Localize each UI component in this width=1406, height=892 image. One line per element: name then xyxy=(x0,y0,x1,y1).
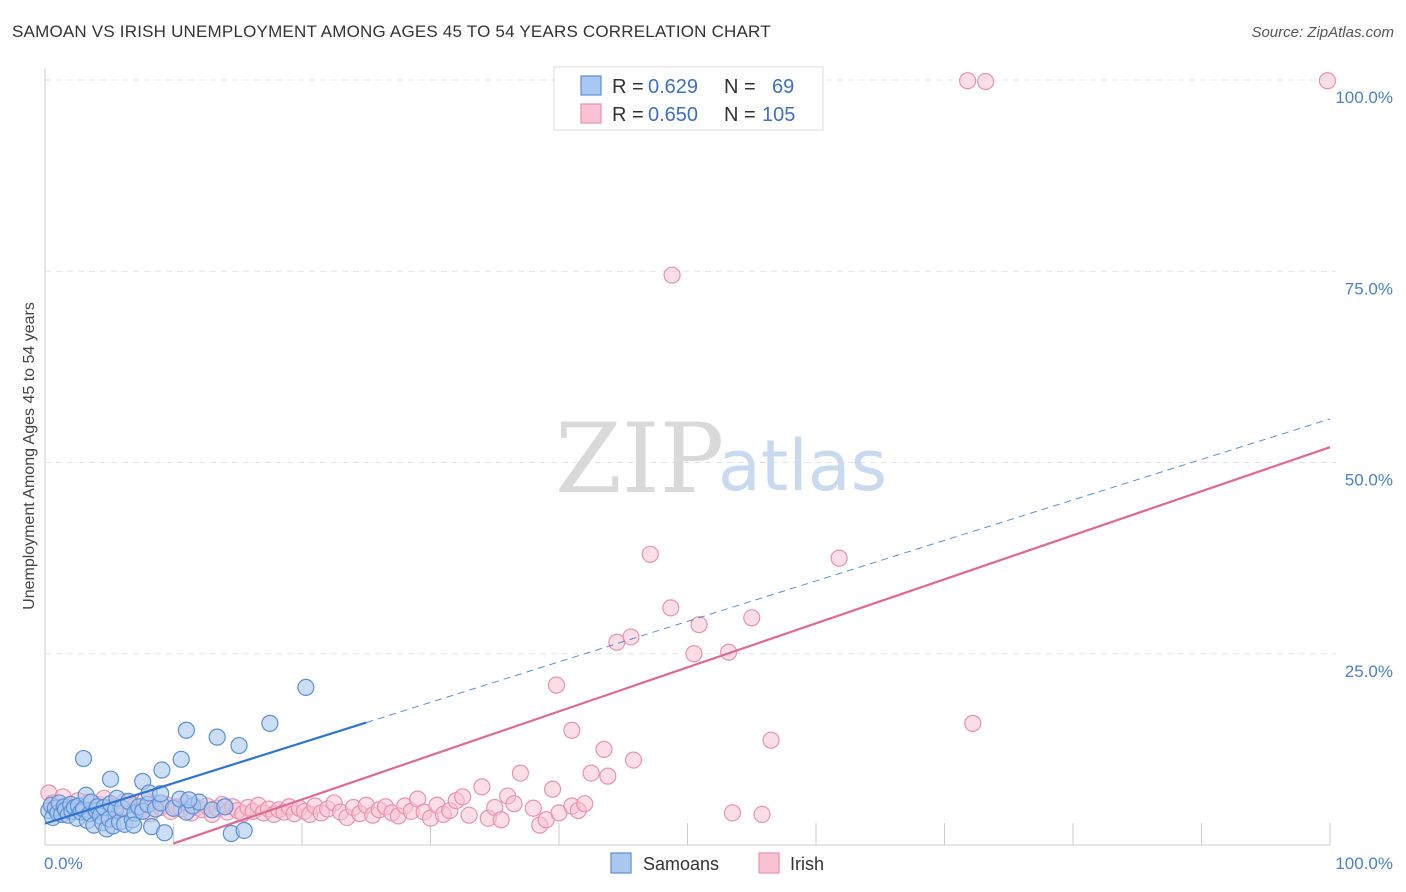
samoans-point xyxy=(172,750,190,768)
irish-point xyxy=(723,804,742,822)
irish-point xyxy=(977,72,995,91)
irish-point xyxy=(964,714,982,732)
irish-point xyxy=(622,628,640,646)
irish-point xyxy=(454,788,472,806)
correlation-legend: R = 0.629 N = 69 R = 0.650 N = 105 xyxy=(553,66,824,131)
samoans-trend-extension xyxy=(366,418,1331,724)
samoans-point xyxy=(297,678,315,697)
irish-trend-line xyxy=(173,446,1331,845)
irish-point xyxy=(663,266,681,284)
legend-swatch-irish xyxy=(580,103,602,124)
tick-labels: 100.0% 75.0% 50.0% 25.0% 0.0% 100.0% xyxy=(44,88,1393,873)
x-tick-label: 100.0% xyxy=(1335,854,1393,873)
irish-point xyxy=(595,740,613,758)
irish-point xyxy=(830,549,848,567)
irish-point xyxy=(753,805,771,824)
irish-point xyxy=(685,645,703,663)
samoans-point xyxy=(153,761,171,779)
legend-n-value: 69 xyxy=(772,76,794,98)
y-tick-label: 100.0% xyxy=(1335,88,1393,107)
legend-r-label: R = xyxy=(612,76,644,98)
legend-r-value: 0.629 xyxy=(648,76,698,98)
irish-point xyxy=(511,764,530,782)
samoans-point xyxy=(74,749,93,768)
irish-point xyxy=(624,751,643,769)
irish-point xyxy=(762,731,780,749)
irish-point xyxy=(959,72,977,90)
watermark-zip: ZIP xyxy=(555,403,724,515)
irish-point xyxy=(492,811,510,829)
irish-point xyxy=(1318,72,1337,90)
legend-n-value: 105 xyxy=(762,104,795,126)
irish-point xyxy=(524,799,542,817)
series-legend: Samoans Irish xyxy=(610,852,824,874)
legend-n-label: N = xyxy=(724,76,756,98)
irish-point xyxy=(543,780,562,798)
samoans-point xyxy=(101,770,120,788)
y-axis-label: Unemployment Among Ages 45 to 54 years xyxy=(21,302,38,610)
irish-point xyxy=(547,676,566,694)
watermark: ZIP atlas xyxy=(555,403,887,515)
irish-point xyxy=(690,616,708,634)
legend-swatch-samoans xyxy=(610,852,632,874)
legend-swatch-irish xyxy=(758,852,780,874)
legend-swatch-samoans xyxy=(580,75,602,96)
irish-point xyxy=(505,795,523,813)
samoans-trend-line xyxy=(44,721,367,825)
trend-lines xyxy=(44,418,1331,845)
irish-point xyxy=(582,764,600,782)
irish-point xyxy=(599,767,617,785)
legend-n-label: N = xyxy=(724,104,756,126)
x-tick-label: 0.0% xyxy=(44,854,83,873)
samoans-point xyxy=(125,816,143,834)
legend-label-irish: Irish xyxy=(790,854,824,874)
samoans-point xyxy=(235,821,253,840)
irish-point xyxy=(460,806,478,824)
samoans-point xyxy=(180,791,198,809)
y-tick-label: 75.0% xyxy=(1345,279,1393,298)
irish-point xyxy=(473,778,491,796)
irish-point xyxy=(563,721,581,739)
irish-point xyxy=(743,609,761,627)
samoans-point xyxy=(208,728,226,746)
samoans-point xyxy=(230,736,248,755)
irish-point xyxy=(576,795,594,813)
axes xyxy=(44,68,1331,846)
y-tick-label: 25.0% xyxy=(1345,662,1393,681)
legend-label-samoans: Samoans xyxy=(643,854,719,874)
samoans-point xyxy=(261,714,279,732)
watermark-atlas: atlas xyxy=(718,425,887,507)
samoans-point xyxy=(216,798,234,816)
samoans-point xyxy=(152,785,170,803)
source-label: Source: ZipAtlas.com xyxy=(1251,24,1394,41)
samoans-point xyxy=(177,721,195,739)
legend-r-value: 0.650 xyxy=(648,104,698,126)
samoans-point xyxy=(155,824,174,842)
irish-point xyxy=(662,599,680,617)
chart-title: SAMOAN VS IRISH UNEMPLOYMENT AMONG AGES … xyxy=(12,22,771,41)
legend-r-label: R = xyxy=(612,104,644,126)
y-tick-label: 50.0% xyxy=(1345,471,1393,490)
irish-point xyxy=(641,545,659,563)
grid-lines xyxy=(45,79,1336,655)
